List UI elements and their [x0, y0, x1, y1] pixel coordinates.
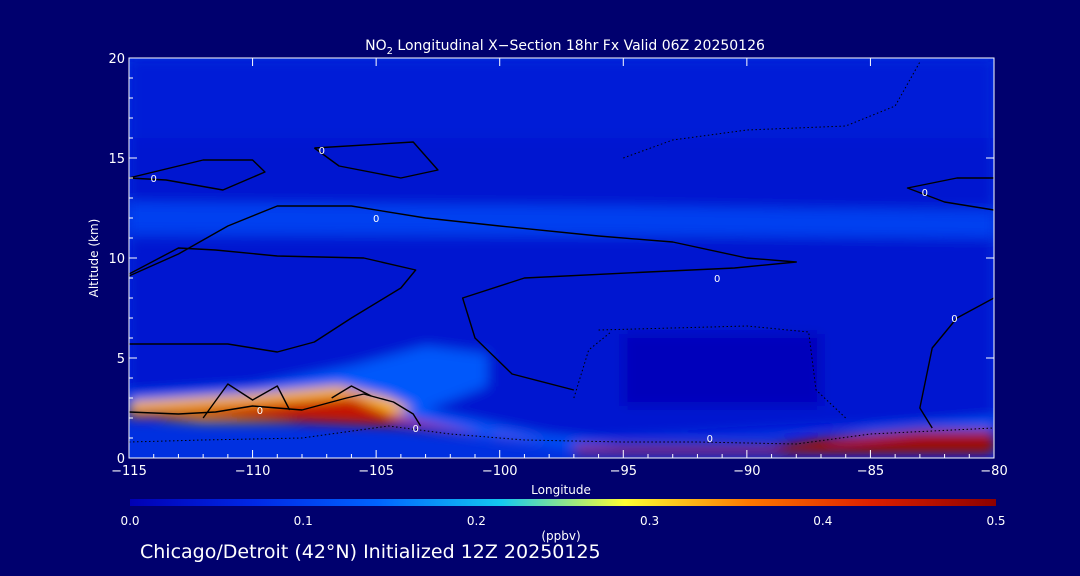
x-tick-label: −80 [980, 464, 1007, 479]
contour-line-3 [129, 247, 417, 353]
colorbar-tick-label: 0.4 [813, 514, 832, 528]
region-dark-box [623, 334, 821, 406]
y-tick-label: 20 [108, 52, 125, 67]
contour-label-2: 0 [373, 214, 379, 225]
x-tick-label: −90 [733, 464, 760, 479]
region-bright-strip-12km [129, 202, 994, 238]
y-axis: 0 5 10 15 20 [108, 52, 994, 467]
contour-line-1 [313, 141, 439, 179]
y-tick-label: 15 [108, 152, 125, 167]
region-plume-max [129, 396, 550, 442]
colorbar-label: (ppbv) [541, 529, 580, 543]
contour-label-8: 0 [707, 434, 713, 445]
x-tick-label: −95 [610, 464, 637, 479]
contour-line-8 [331, 385, 372, 399]
contour-label-3: 0 [714, 274, 720, 285]
contour-line-0 [129, 159, 266, 191]
contour-line-11 [573, 331, 612, 399]
colorbar-tick-label: 0.2 [467, 514, 486, 528]
colorbar [130, 499, 996, 506]
colorbar-ticks: 0.0 0.1 0.2 0.3 0.4 0.5 [120, 514, 1005, 528]
x-axis: −115 −110 −105 −100 −95 −90 −85 −80 [111, 58, 1008, 479]
contour-labels: 0 0 0 0 0 0 0 0 0 [151, 146, 958, 445]
title-rest: Longitudinal X−Section 18hr Fx Valid 06Z… [393, 38, 765, 54]
region-plume-halo [129, 346, 994, 452]
contour-line-5 [906, 177, 994, 211]
contour-line-2 [129, 205, 797, 391]
title-main: NO [365, 38, 387, 54]
contour-line-12 [623, 61, 921, 159]
contour-label-5: 0 [951, 314, 957, 325]
y-tick-label: 0 [117, 452, 125, 467]
region-surface-layer-east [573, 430, 994, 454]
contour-line-7 [202, 383, 291, 419]
y-tick-label: 5 [117, 352, 125, 367]
footer-caption: Chicago/Detroit (42°N) Initialized 12Z 2… [140, 541, 601, 563]
colorbar-tick-label: 0.1 [294, 514, 313, 528]
colorbar-tick-label: 0.3 [640, 514, 659, 528]
heatmap-fill [129, 58, 994, 454]
x-tick-label: −100 [482, 464, 518, 479]
contour-label-1: 0 [151, 174, 157, 185]
x-tick-label: −105 [358, 464, 394, 479]
contour-line-4 [919, 297, 994, 429]
x-tick-label: −85 [857, 464, 884, 479]
contour-label-7: 0 [412, 424, 418, 435]
x-tick-label: −110 [235, 464, 271, 479]
colorbar-tick-label: 0.0 [120, 514, 139, 528]
contour-label-6: 0 [257, 406, 263, 417]
y-axis-title: Altitude (km) [87, 219, 101, 298]
contour-line-9 [129, 425, 994, 445]
contour-label-0: 0 [319, 146, 325, 157]
y-tick-label: 10 [108, 252, 125, 267]
x-axis-title: Longitude [531, 483, 591, 497]
contour-label-4: 0 [922, 188, 928, 199]
title-subscript: 2 [387, 46, 393, 57]
contour-line-6 [129, 393, 422, 427]
contour-lines [129, 61, 994, 445]
x-tick-label: −115 [111, 464, 147, 479]
region-upper-band [129, 58, 994, 138]
region-mid-band [129, 138, 994, 208]
colorbar-tick-label: 0.5 [986, 514, 1005, 528]
chart-title: NO2 Longitudinal X−Section 18hr Fx Valid… [365, 38, 765, 57]
